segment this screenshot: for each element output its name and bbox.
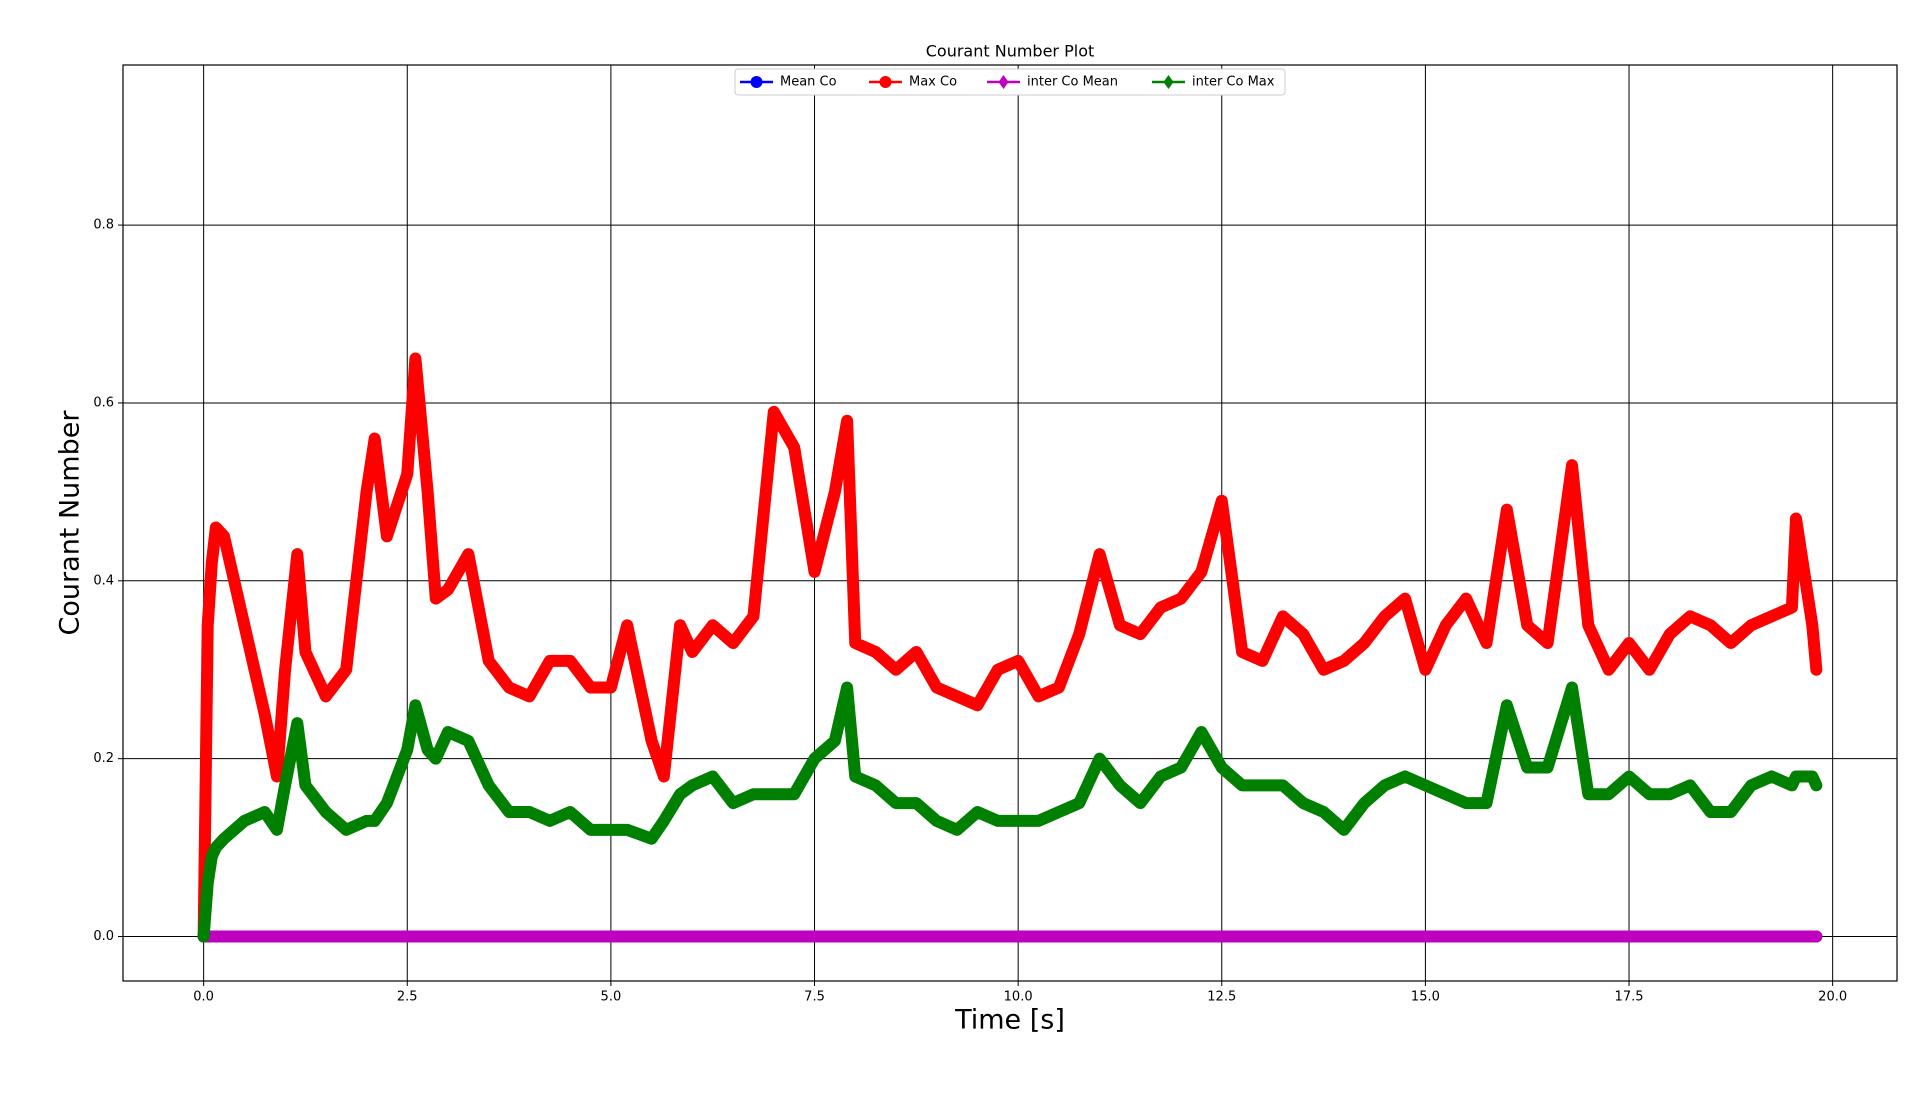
- legend: Mean Co Max Co inter Co Mean inter Co Max: [734, 68, 1286, 96]
- y-tick-label: 0.2: [93, 751, 114, 766]
- y-axis-label: Courant Number: [55, 410, 86, 636]
- legend-label: inter Co Mean: [1027, 75, 1118, 90]
- legend-marker: [1163, 75, 1174, 89]
- legend-label: inter Co Max: [1192, 75, 1275, 90]
- x-tick-label: 0.0: [193, 990, 214, 1005]
- y-tick-label: 0.0: [93, 929, 114, 944]
- legend-label: Mean Co: [780, 75, 837, 90]
- legend-label: Max Co: [909, 75, 957, 90]
- x-tick-label: 17.5: [1615, 990, 1644, 1005]
- x-tick-label: 5.0: [601, 990, 622, 1005]
- legend-marker: [750, 76, 763, 88]
- x-tick-label: 12.5: [1207, 990, 1236, 1005]
- plot-area: [197, 352, 1823, 943]
- legend-marker: [879, 76, 892, 88]
- series-line: [197, 681, 1823, 943]
- x-tick-label: 20.0: [1818, 990, 1847, 1005]
- x-tick-label: 2.5: [397, 990, 418, 1005]
- x-axis-label: Time [s]: [954, 1005, 1065, 1036]
- chart-title: Courant Number Plot: [926, 42, 1095, 61]
- x-tick-label: 7.5: [804, 990, 825, 1005]
- y-tick-label: 0.6: [93, 395, 114, 410]
- axes-frame: [122, 64, 1898, 982]
- y-tick-label: 0.8: [93, 218, 114, 233]
- legend-marker: [998, 75, 1009, 89]
- series-line: [197, 352, 1823, 943]
- x-tick-label: 15.0: [1411, 990, 1440, 1005]
- x-tick-label: 10.0: [1004, 990, 1033, 1005]
- y-tick-label: 0.4: [93, 573, 114, 588]
